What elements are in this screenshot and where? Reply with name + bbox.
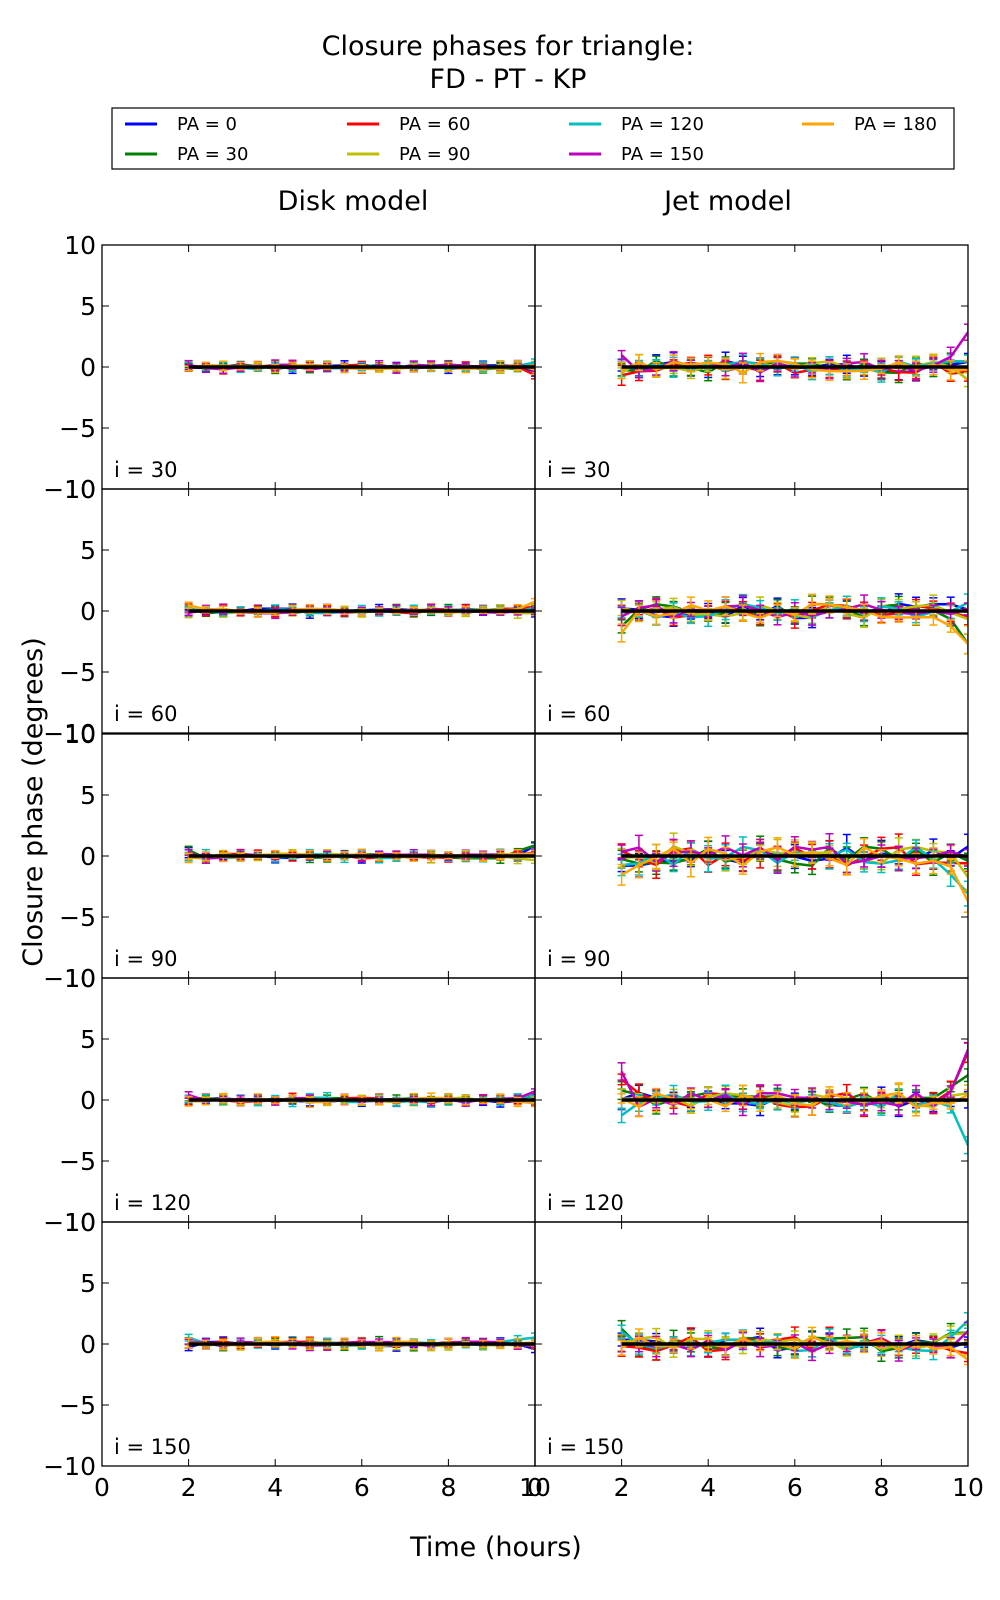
y-tick-label: −10 bbox=[43, 1452, 96, 1481]
y-tick-label: −5 bbox=[59, 1391, 96, 1420]
y-tick-label: 5 bbox=[80, 781, 96, 810]
y-tick-label: 0 bbox=[80, 1330, 96, 1359]
x-tick-label: 0 bbox=[94, 1473, 110, 1502]
panel: i = 120 bbox=[534, 977, 969, 1223]
panel: i = 60 bbox=[101, 488, 536, 734]
legend-label: PA = 180 bbox=[854, 114, 937, 135]
y-tick-label: −5 bbox=[59, 1147, 96, 1176]
x-tick-label: 4 bbox=[267, 1473, 283, 1502]
inclination-label: i = 90 bbox=[547, 947, 611, 971]
y-tick-label: 5 bbox=[80, 292, 96, 321]
column-title-disk: Disk model bbox=[278, 186, 429, 217]
legend-frame bbox=[111, 107, 955, 170]
x-tick-label: 8 bbox=[873, 1473, 889, 1502]
x-tick-label: 2 bbox=[614, 1473, 630, 1502]
y-tick-label: −5 bbox=[59, 658, 96, 687]
y-tick-label: 5 bbox=[80, 1025, 96, 1054]
x-axis-label: Time (hours) bbox=[409, 1532, 582, 1563]
x-tick-label: 4 bbox=[700, 1473, 716, 1502]
legend-label: PA = 120 bbox=[621, 114, 704, 135]
x-tick-label: 6 bbox=[354, 1473, 370, 1502]
y-tick-label: −10 bbox=[43, 475, 96, 504]
legend-label: PA = 90 bbox=[399, 144, 470, 165]
y-tick-label: 10 bbox=[64, 720, 96, 749]
legend: PA = 0 PA = 30 PA = 60 PA = 90 PA = 120 PA = … bbox=[111, 107, 955, 170]
y-tick-label: −10 bbox=[43, 719, 96, 748]
panel: i = 90 bbox=[101, 733, 536, 979]
x-tick-label: 10 bbox=[952, 1473, 984, 1502]
inclination-label: i = 30 bbox=[114, 458, 178, 482]
y-tick-label: −10 bbox=[43, 1208, 96, 1237]
y-tick-label: 0 bbox=[80, 597, 96, 626]
inclination-label: i = 150 bbox=[114, 1435, 191, 1459]
legend-label: PA = 0 bbox=[177, 114, 237, 135]
inclination-label: i = 120 bbox=[114, 1191, 191, 1215]
inclination-label: i = 120 bbox=[547, 1191, 624, 1215]
x-tick-label: 2 bbox=[181, 1473, 197, 1502]
inclination-label: i = 60 bbox=[114, 702, 178, 726]
y-tick-label: 10 bbox=[64, 475, 96, 504]
y-tick-label: −5 bbox=[59, 903, 96, 932]
y-tick-label: −10 bbox=[43, 964, 96, 993]
y-tick-label: 10 bbox=[64, 964, 96, 993]
legend-label: PA = 60 bbox=[399, 114, 470, 135]
panel: i = 150 bbox=[101, 1221, 536, 1467]
inclination-label: i = 90 bbox=[114, 947, 178, 971]
panel: i = 60 bbox=[534, 488, 969, 734]
inclination-label: i = 60 bbox=[547, 702, 611, 726]
legend-label: PA = 30 bbox=[177, 144, 248, 165]
inclination-label: i = 150 bbox=[547, 1435, 624, 1459]
panel: i = 150 bbox=[534, 1221, 969, 1467]
y-tick-label: 10 bbox=[64, 231, 96, 260]
y-axis-label: Closure phase (degrees) bbox=[18, 637, 49, 967]
x-tick-label: 8 bbox=[440, 1473, 456, 1502]
y-tick-label: 10 bbox=[64, 1208, 96, 1237]
y-tick-label: 5 bbox=[80, 1269, 96, 1298]
panel: i = 30 bbox=[534, 244, 969, 490]
x-tick-label: 0 bbox=[527, 1473, 543, 1502]
x-tick-label: 6 bbox=[787, 1473, 803, 1502]
column-title-jet: Jet model bbox=[662, 186, 792, 217]
inclination-label: i = 30 bbox=[547, 458, 611, 482]
x-tick-label: 10 bbox=[519, 1473, 551, 1502]
y-tick-label: 0 bbox=[80, 842, 96, 871]
panel: i = 90 bbox=[534, 733, 969, 979]
y-tick-label: 5 bbox=[80, 536, 96, 565]
chart-title-line1: Closure phases for triangle: bbox=[322, 31, 695, 62]
y-tick-label: 0 bbox=[80, 353, 96, 382]
legend-label: PA = 150 bbox=[621, 144, 704, 165]
y-tick-label: −5 bbox=[59, 414, 96, 443]
chart-title-line2: FD - PT - KP bbox=[430, 64, 587, 95]
panel: i = 120 bbox=[101, 977, 536, 1223]
panel: i = 30 bbox=[101, 244, 536, 490]
y-tick-label: 0 bbox=[80, 1086, 96, 1115]
